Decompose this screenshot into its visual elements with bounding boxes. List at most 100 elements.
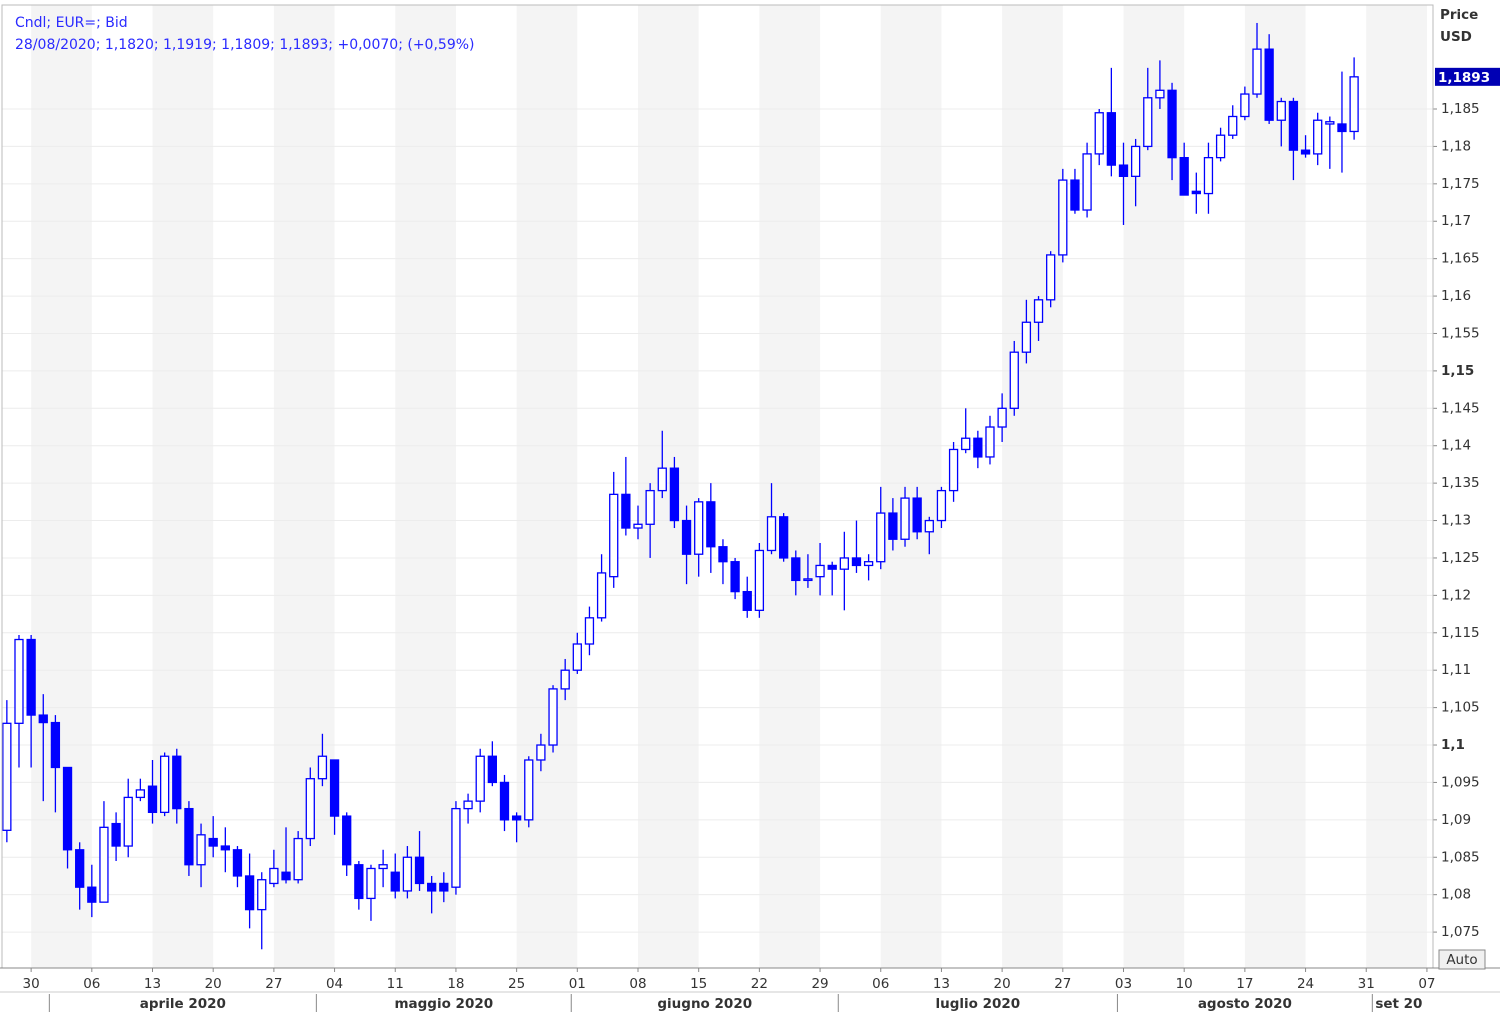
candle-body [414,856,425,885]
candle-body [293,837,303,881]
candle-body [985,426,995,458]
candle-body [50,721,61,769]
candle-body [38,714,48,724]
week-band [759,5,821,968]
candle-body [244,875,255,911]
candle-body [778,516,789,559]
candle-body [827,564,837,570]
x-tick-label: 27 [265,976,282,992]
candle-body [621,493,631,529]
candle-body [766,516,777,552]
candle-body [1191,190,1201,195]
week-band [31,5,92,968]
x-tick-label: 29 [811,976,828,992]
candle-body [924,519,934,533]
week-band [273,5,335,968]
y-tick-label: 1,185 [1441,101,1480,117]
candle-body [487,755,498,784]
candle-body [948,448,959,492]
candle-body [208,837,218,847]
candle-body [657,467,667,492]
candle-body [560,669,570,690]
candle-body [961,437,971,451]
candle-body [123,796,133,847]
x-tick-label: 18 [447,976,464,992]
candle-body [1276,100,1286,121]
candle-body [232,849,243,877]
candle-body [1203,156,1214,195]
last-price-label: 1,1893 [1438,70,1490,86]
auto-button-label[interactable]: Auto [1446,952,1477,968]
y-tick-label: 1,105 [1441,700,1480,716]
y-tick-label: 1,075 [1441,924,1480,940]
candle-body [366,867,376,900]
candle-body [75,849,85,888]
candle-body [1288,100,1299,151]
candle-body [2,722,12,831]
candle-body [912,497,922,533]
candle-body [524,759,534,821]
candle-body [1094,112,1104,155]
x-tick-label: 31 [1358,976,1375,992]
candle-body [87,886,97,903]
month-label: luglio 2020 [935,996,1020,1012]
y-tick-label: 1,15 [1441,363,1474,379]
y-tick-label: 1,14 [1441,438,1471,454]
candle-body [742,590,752,611]
chart-subtitle: 28/08/2020; 1,1820; 1,1919; 1,1809; 1,18… [15,37,474,53]
candle-body [1252,48,1262,95]
candle-body [196,834,206,866]
x-tick-label: 08 [629,976,646,992]
candle-body [1337,123,1347,133]
x-tick-label: 20 [994,976,1011,992]
candle-body [342,815,352,866]
candle-body [1009,351,1019,409]
candle-body [633,523,643,529]
candle-body [1106,112,1117,166]
y-tick-label: 1,175 [1441,176,1480,192]
x-tick-label: 27 [1054,976,1071,992]
candle-body [645,489,655,525]
candle-body [1325,121,1335,125]
candle-body [1300,149,1311,155]
month-label: set 20 [1375,996,1422,1012]
week-band [1244,5,1306,968]
y-axis-label: USD [1440,29,1472,45]
candle-body [706,501,716,548]
y-tick-label: 1,1 [1441,737,1465,753]
candle-body [584,617,595,645]
week-band [880,5,942,968]
x-tick-label: 06 [872,976,889,992]
y-tick-label: 1,135 [1441,475,1480,491]
candle-body [1264,48,1274,121]
candle-body [791,557,801,582]
candle-body [1143,97,1153,148]
y-tick-label: 1,125 [1441,550,1480,566]
candle-body [305,778,315,840]
candle-body [1021,321,1032,353]
candle-body [99,826,109,903]
candle-body [1130,145,1141,177]
candle-body [1033,299,1044,323]
candle-body [681,519,692,555]
y-tick-label: 1,155 [1441,325,1480,341]
candle-body [1155,89,1165,99]
candle-body [135,789,146,799]
candle-body [596,572,607,619]
candle-body [694,501,704,555]
axes: 1,075 1,08 1,085 1,09 1,095 1,1 1,105 1,11 1,115… [0,4,1500,1012]
auto-button[interactable] [1438,949,1486,970]
candles [2,22,1359,950]
candle-body [1313,119,1323,155]
candle-body [26,638,36,716]
y-tick-label: 1,165 [1441,251,1480,267]
y-tick-label: 1,12 [1441,587,1471,603]
week-bands [2,5,1433,968]
week-band [395,5,456,968]
candle-body [1046,254,1056,301]
candle-body [863,561,874,567]
candle-body [548,688,558,746]
x-tick-label: 13 [933,976,950,992]
candle-body [354,864,364,900]
